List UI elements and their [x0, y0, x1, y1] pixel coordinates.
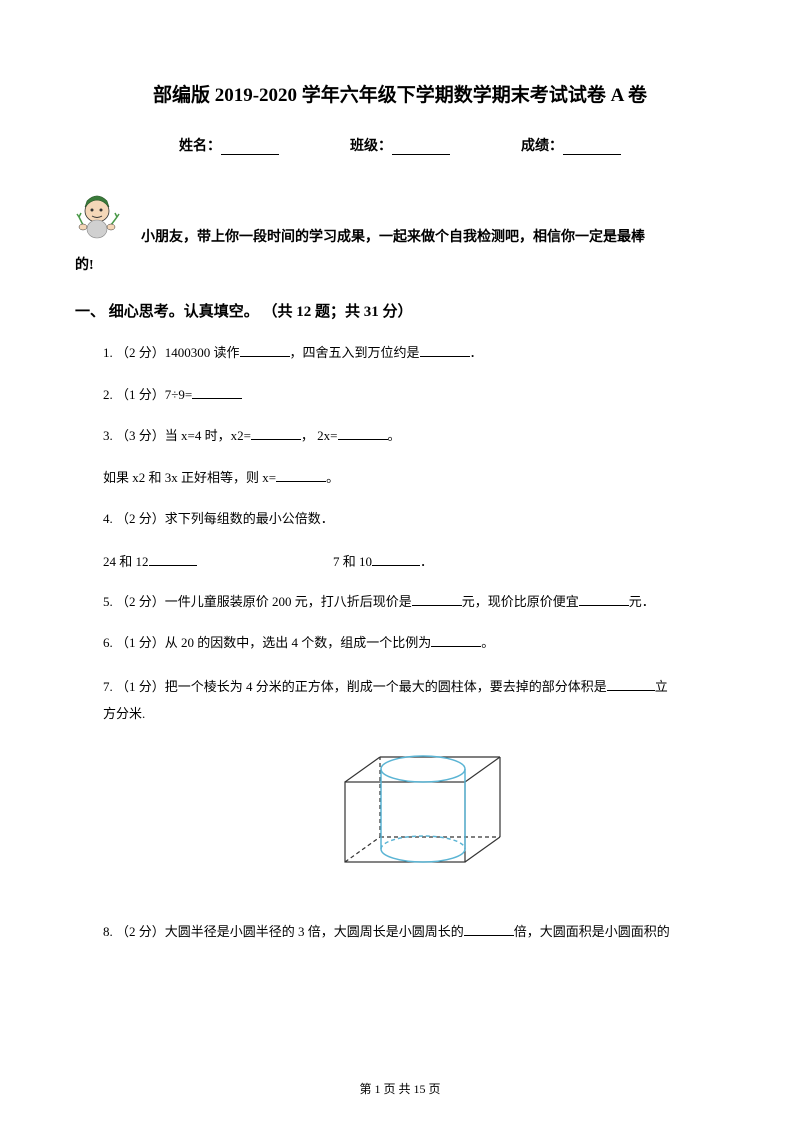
question-3: 3. （3 分）当 x=4 时，x2= ， 2x= 。 — [103, 426, 725, 446]
q7-prefix: 7. （1 分）把一个棱长为 4 分米的正方体，削成一个最大的圆柱体，要去掉的部… — [103, 679, 607, 694]
greeting-text-2: 的! — [75, 254, 725, 274]
blank — [431, 635, 481, 647]
blank — [372, 554, 420, 566]
blank — [579, 594, 629, 606]
page-title: 部编版 2019-2020 学年六年级下学期数学期末考试试卷 A 卷 — [75, 80, 725, 107]
q5-prefix: 5. （2 分）一件儿童服装原价 200 元，打八折后现价是 — [103, 594, 412, 609]
question-4-items: 24 和 12 7 和 10 ． — [103, 551, 725, 570]
class-label: 班级： — [350, 139, 392, 154]
student-info-row: 姓名： 班级： 成绩： — [75, 135, 725, 155]
q6-suffix: 。 — [481, 635, 494, 650]
q3b-suffix: 。 — [326, 470, 339, 485]
q3-middle: ， 2x= — [301, 428, 338, 443]
q8-prefix: 8. （2 分）大圆半径是小圆半径的 3 倍，大圆周长是小圆周长的 — [103, 924, 464, 939]
q3-suffix: 。 — [388, 428, 401, 443]
question-8: 8. （2 分）大圆半径是小圆半径的 3 倍，大圆周长是小圆周长的 倍，大圆面积是… — [103, 920, 725, 943]
q1-suffix: ． — [470, 345, 483, 360]
greeting-text-1: 小朋友，带上你一段时间的学习成果，一起来做个自我检测吧，相信你一定是最棒 — [141, 230, 645, 245]
q1-middle: ，四舍五入到万位约是 — [290, 345, 420, 360]
q2-prefix: 2. （1 分）7÷9= — [103, 387, 192, 402]
question-3b: 如果 x2 和 3x 正好相等，则 x= 。 — [103, 468, 725, 488]
question-1: 1. （2 分）1400300 读作 ，四舍五入到万位约是 ． — [103, 343, 725, 363]
q3-prefix: 3. （3 分）当 x=4 时，x2= — [103, 428, 251, 443]
q1-prefix: 1. （2 分）1400300 读作 — [103, 345, 240, 360]
question-2: 2. （1 分）7÷9= — [103, 385, 725, 405]
q4-suffix: ． — [420, 554, 433, 569]
mascot-icon — [75, 187, 129, 246]
q4a-text: 24 和 12 — [103, 554, 149, 569]
blank — [192, 387, 242, 399]
blank — [276, 470, 326, 482]
q7-suffix: 立 — [655, 679, 668, 694]
blank — [240, 345, 290, 357]
blank — [149, 554, 197, 566]
blank — [338, 428, 388, 440]
q5-middle: 元，现价比原价便宜 — [462, 594, 579, 609]
q8-suffix: 倍，大圆面积是小圆面积的 — [514, 924, 670, 939]
q3b-prefix: 如果 x2 和 3x 正好相等，则 x= — [103, 470, 276, 485]
question-4: 4. （2 分）求下列每组数的最小公倍数． — [103, 509, 725, 529]
q6-prefix: 6. （1 分）从 20 的因数中，选出 4 个数，组成一个比例为 — [103, 635, 431, 650]
question-7-line2: 方分米. — [103, 702, 725, 725]
blank — [420, 345, 470, 357]
question-5: 5. （2 分）一件儿童服装原价 200 元，打八折后现价是 元，现价比原价便宜 元… — [103, 592, 725, 612]
blank — [607, 679, 655, 691]
section-1-header: 一、 细心思考。认真填空。 （共 12 题；共 31 分） — [75, 300, 725, 321]
blank — [464, 924, 514, 936]
q4b-text: 7 和 10 — [333, 554, 372, 569]
blank — [412, 594, 462, 606]
score-blank — [563, 141, 621, 155]
mascot-row: 小朋友，带上你一段时间的学习成果，一起来做个自我检测吧，相信你一定是最棒 — [75, 187, 725, 246]
name-blank — [221, 141, 279, 155]
question-7: 7. （1 分）把一个棱长为 4 分米的正方体，削成一个最大的圆柱体，要去掉的部… — [103, 675, 725, 698]
class-blank — [392, 141, 450, 155]
score-label: 成绩： — [521, 139, 563, 154]
question-6: 6. （1 分）从 20 的因数中，选出 4 个数，组成一个比例为 。 — [103, 633, 725, 653]
blank — [251, 428, 301, 440]
q5-suffix: 元． — [629, 594, 655, 609]
name-label: 姓名： — [179, 139, 221, 154]
page-footer: 第 1 页 共 15 页 — [0, 1080, 800, 1097]
cube-cylinder-figure — [75, 747, 725, 892]
